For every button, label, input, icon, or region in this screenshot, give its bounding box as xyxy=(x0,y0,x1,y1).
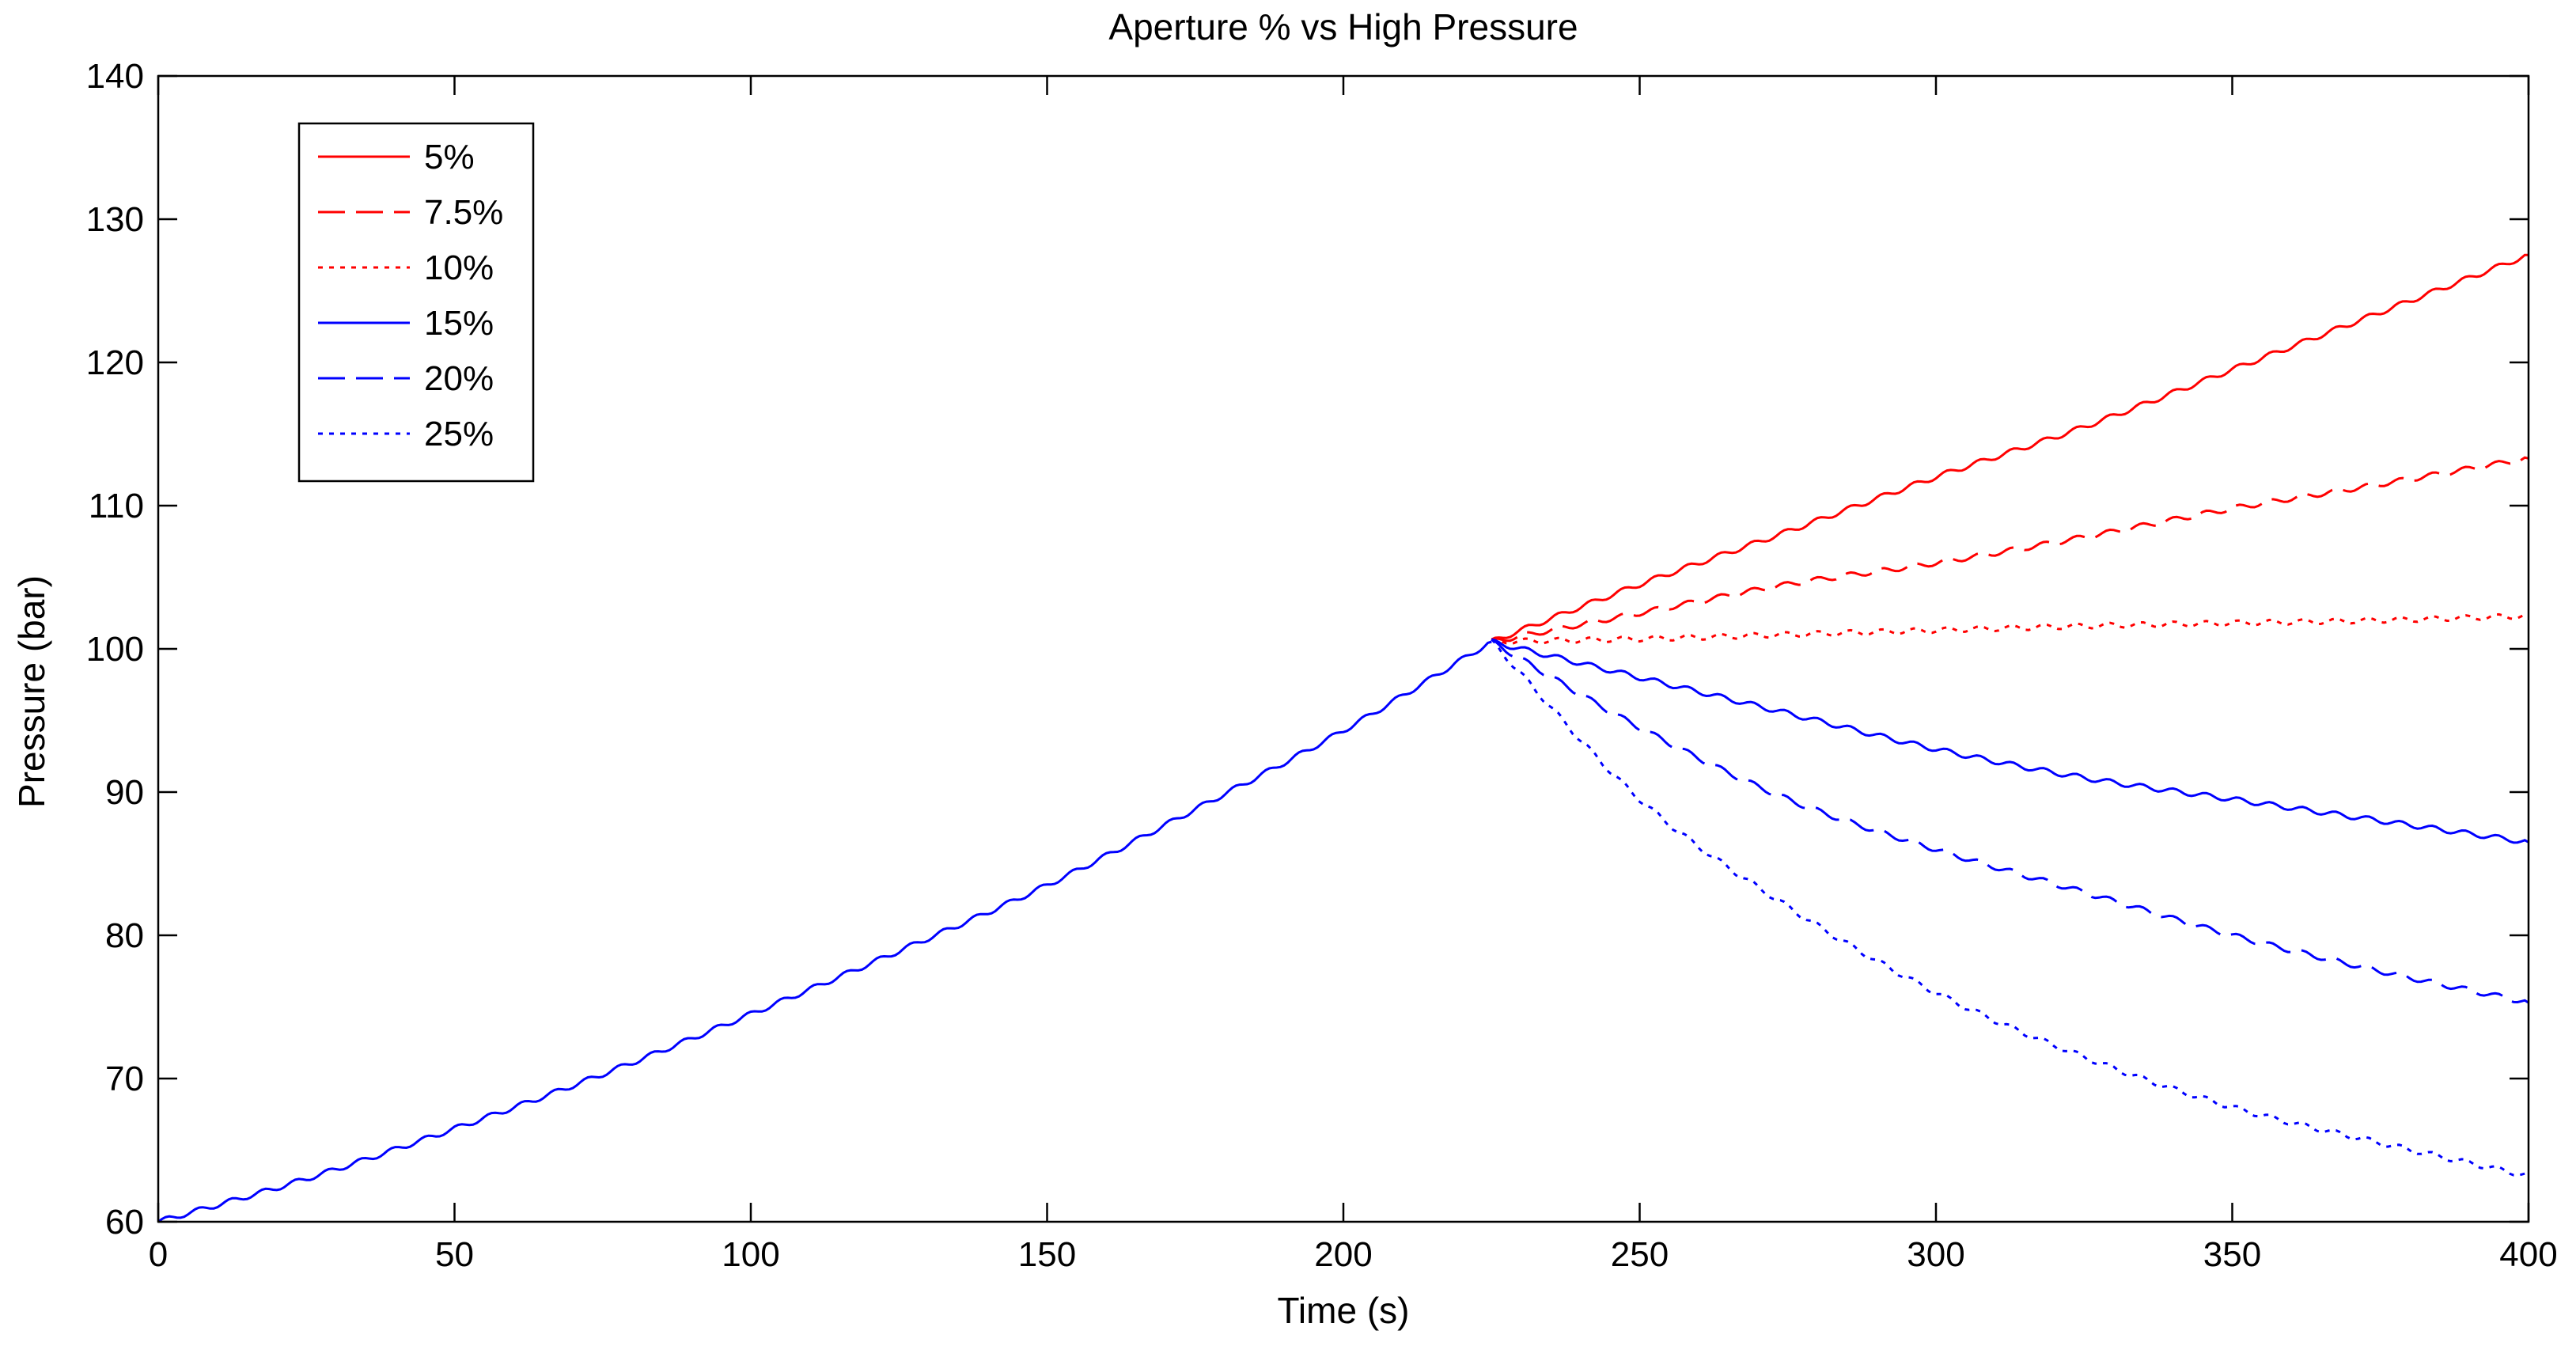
y-tick-label-6: 120 xyxy=(86,343,144,382)
legend-label-5: 20% xyxy=(424,359,494,398)
y-tick-label-2: 80 xyxy=(105,916,144,955)
y-tick-label-7: 130 xyxy=(86,200,144,239)
x-tick-label-7: 350 xyxy=(2203,1235,2261,1274)
legend-label-6: 25% xyxy=(424,415,494,453)
series-layer xyxy=(157,253,2529,1223)
series-line-1 xyxy=(1491,253,2529,641)
legend-label-2: 7.5% xyxy=(424,193,503,232)
x-tick-label-3: 150 xyxy=(1018,1235,1076,1274)
y-tick-label-8: 140 xyxy=(86,57,144,96)
y-tick-label-0: 60 xyxy=(105,1203,144,1242)
series-line-6 xyxy=(1491,638,2529,1177)
legend: 5% 7.5% 10% 15% 20% 25% xyxy=(297,122,535,483)
series-line-4 xyxy=(1491,638,2529,844)
x-tick-label-1: 50 xyxy=(435,1235,474,1274)
axes-layer: 0 50 100 150 200 250 300 350 400 60 70 80 90 100 110 12… xyxy=(86,57,2558,1274)
series-line-2 xyxy=(1491,456,2529,643)
x-tick-label-2: 100 xyxy=(722,1235,779,1274)
x-axis-label: Time (s) xyxy=(1278,1290,1410,1331)
shared-rise-line xyxy=(157,640,1492,1223)
x-tick-label-0: 0 xyxy=(149,1235,168,1274)
x-tick-label-5: 250 xyxy=(1611,1235,1669,1274)
plot-area xyxy=(158,76,2529,1222)
y-axis-label: Pressure (bar) xyxy=(11,575,52,808)
chart-title: Aperture % vs High Pressure xyxy=(1108,6,1578,47)
legend-label-4: 15% xyxy=(424,304,494,343)
y-tick-label-4: 100 xyxy=(86,630,144,669)
series-line-5 xyxy=(1491,638,2529,1004)
y-tick-label-5: 110 xyxy=(89,487,144,525)
plot-background xyxy=(158,76,2529,1222)
x-tick-label-4: 200 xyxy=(1314,1235,1372,1274)
legend-label-1: 5% xyxy=(424,138,475,176)
y-tick-label-3: 90 xyxy=(105,773,144,812)
x-tick-label-8: 400 xyxy=(2499,1235,2557,1274)
x-tick-label-6: 300 xyxy=(1907,1235,1964,1274)
legend-box xyxy=(297,122,535,483)
legend-label-3: 10% xyxy=(424,248,494,287)
y-tick-label-1: 70 xyxy=(105,1060,144,1098)
